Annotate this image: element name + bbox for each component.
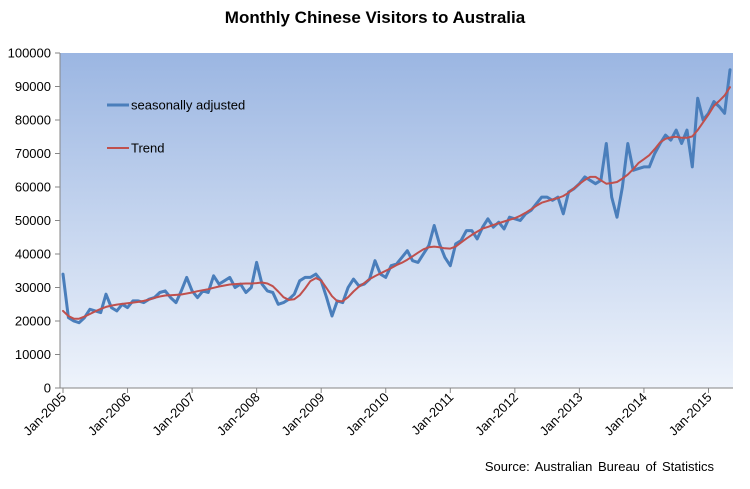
x-tick-label: Jan-2010 [343,390,392,439]
y-tick-label: 90000 [15,79,51,94]
series-line-trend [62,86,731,320]
x-tick-label: Jan-2009 [278,390,327,439]
x-tick-label: Jan-2011 [408,390,456,438]
x-tick-label: Jan-2014 [601,390,650,439]
x-tick-label: Jan-2013 [537,390,586,439]
y-tick-label: 60000 [15,180,51,195]
plot-area [60,53,733,388]
y-tick-label: 70000 [15,146,51,161]
y-tick-label: 80000 [15,113,51,128]
y-tick-label: 10000 [15,347,51,362]
legend: seasonally adjusted Trend [107,98,245,156]
legend-label: seasonally adjusted [131,98,245,113]
y-tick-label: 30000 [15,280,51,295]
x-tick-label: Jan-2012 [472,390,521,439]
series-layer [61,68,732,325]
y-tick-label: 0 [44,381,51,396]
chart-title: Monthly Chinese Visitors to Australia [224,8,526,27]
x-tick-label: Jan-2007 [149,390,198,439]
y-tick-label: 40000 [15,247,51,262]
x-tick-label: Jan-2005 [20,390,69,439]
y-tick-label: 100000 [8,46,51,61]
source-note: Source: Australian Bureau of Statistics [484,459,714,474]
y-tick-label: 50000 [15,213,51,228]
x-tick-label: Jan-2006 [85,390,134,439]
x-tick-label: Jan-2008 [214,390,263,439]
x-tick-label: Jan-2015 [666,390,715,439]
y-tick-label: 20000 [15,314,51,329]
legend-label: Trend [131,141,164,156]
